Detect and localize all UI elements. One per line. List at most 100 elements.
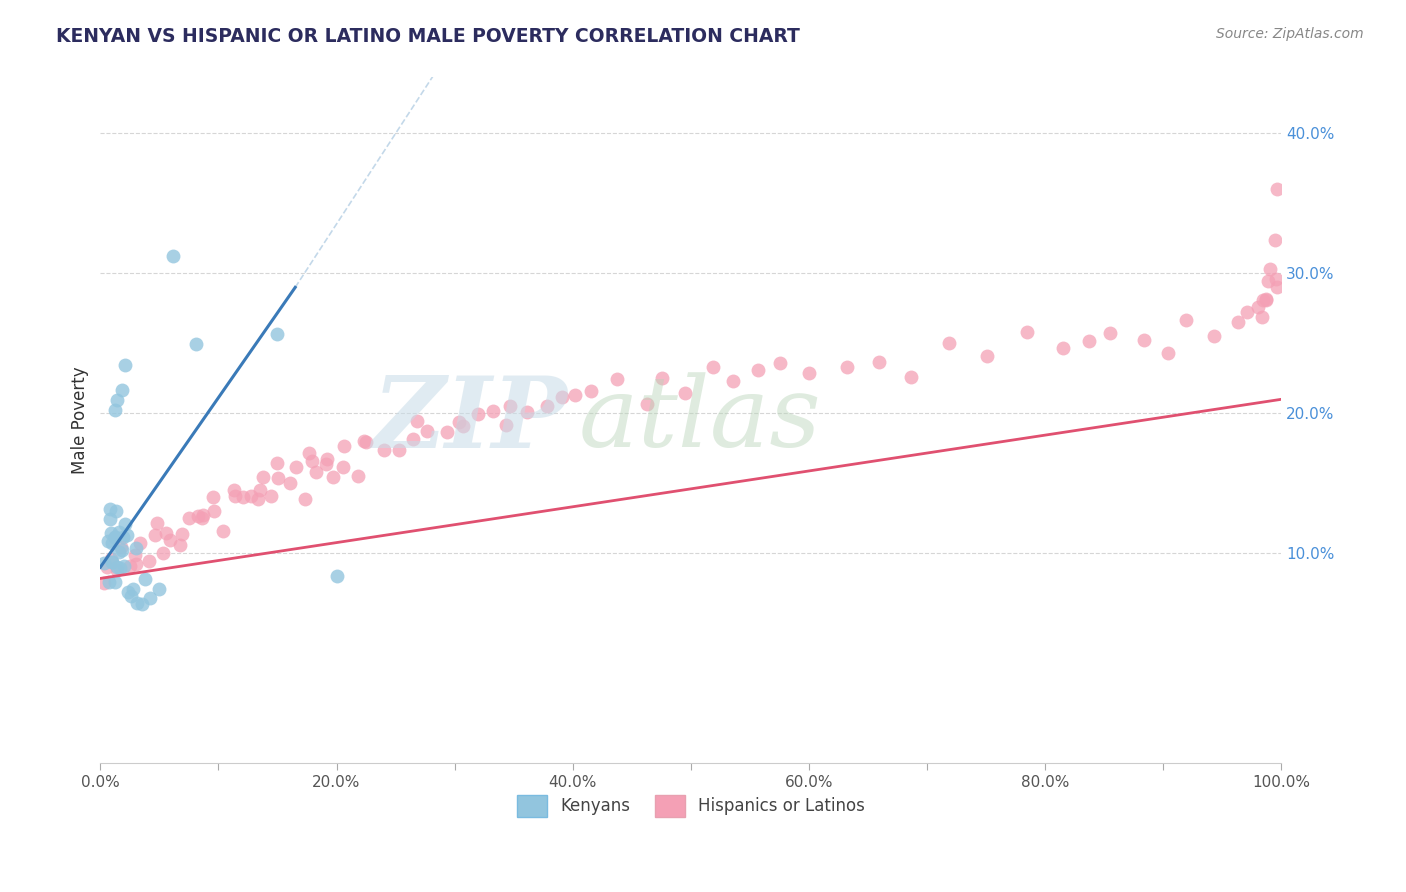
Point bbox=[799, 366, 821, 380]
Point bbox=[125, 596, 148, 610]
Point bbox=[100, 525, 122, 540]
Point bbox=[636, 396, 658, 410]
Y-axis label: Male Poverty: Male Poverty bbox=[72, 367, 89, 474]
Point bbox=[326, 569, 349, 583]
Point bbox=[467, 407, 489, 421]
Point bbox=[93, 557, 115, 571]
Point bbox=[222, 483, 245, 498]
Point bbox=[294, 491, 316, 506]
Point bbox=[651, 371, 673, 385]
Point bbox=[315, 452, 337, 467]
Point bbox=[145, 516, 167, 530]
Point bbox=[239, 489, 262, 503]
Point bbox=[1157, 346, 1180, 360]
Point bbox=[104, 530, 127, 544]
Point bbox=[747, 362, 769, 376]
Point bbox=[111, 530, 134, 544]
Text: ZIP: ZIP bbox=[371, 372, 567, 468]
Point bbox=[138, 554, 160, 568]
Point bbox=[118, 558, 141, 573]
Point bbox=[249, 483, 271, 497]
Point bbox=[125, 558, 148, 572]
Point bbox=[550, 390, 572, 404]
Point bbox=[1052, 341, 1074, 355]
Point bbox=[108, 524, 131, 539]
Point bbox=[120, 589, 142, 603]
Point bbox=[495, 417, 517, 432]
Point bbox=[266, 327, 288, 342]
Point bbox=[246, 492, 269, 507]
Point bbox=[267, 470, 290, 484]
Point bbox=[111, 543, 134, 558]
Point bbox=[105, 393, 128, 408]
Point bbox=[1260, 261, 1282, 276]
Point bbox=[159, 533, 181, 547]
Point bbox=[108, 545, 131, 559]
Point bbox=[104, 403, 127, 417]
Point bbox=[129, 535, 152, 549]
Point bbox=[1247, 300, 1270, 314]
Point bbox=[110, 540, 132, 554]
Point bbox=[416, 424, 439, 438]
Point bbox=[177, 511, 200, 525]
Point bbox=[388, 442, 411, 457]
Point bbox=[1256, 293, 1278, 307]
Point bbox=[260, 489, 283, 503]
Point bbox=[100, 552, 122, 566]
Point bbox=[938, 336, 960, 351]
Point bbox=[184, 336, 207, 351]
Point bbox=[405, 414, 427, 428]
Point bbox=[976, 349, 998, 363]
Point bbox=[702, 359, 724, 374]
Point bbox=[111, 383, 134, 397]
Point bbox=[481, 404, 503, 418]
Point bbox=[606, 372, 628, 386]
Point bbox=[332, 459, 354, 474]
Point bbox=[1015, 326, 1038, 340]
Point bbox=[1132, 333, 1154, 347]
Point bbox=[93, 576, 115, 591]
Point bbox=[499, 399, 522, 413]
Point bbox=[1251, 310, 1274, 325]
Point bbox=[436, 425, 458, 439]
Point bbox=[564, 387, 586, 401]
Point bbox=[1202, 328, 1225, 343]
Point bbox=[152, 546, 174, 560]
Point bbox=[835, 359, 858, 374]
Point bbox=[266, 456, 288, 470]
Point bbox=[333, 439, 356, 453]
Point bbox=[143, 527, 166, 541]
Point bbox=[1265, 272, 1288, 286]
Point bbox=[1264, 233, 1286, 247]
Point bbox=[673, 386, 696, 401]
Point bbox=[139, 591, 162, 605]
Point bbox=[232, 490, 254, 504]
Point bbox=[169, 539, 191, 553]
Point bbox=[117, 585, 139, 599]
Point bbox=[96, 559, 118, 574]
Point bbox=[211, 524, 233, 538]
Point bbox=[1265, 182, 1288, 196]
Point bbox=[97, 574, 120, 589]
Point bbox=[1175, 313, 1198, 327]
Point bbox=[224, 489, 246, 503]
Point bbox=[721, 374, 744, 388]
Point bbox=[285, 459, 308, 474]
Point bbox=[346, 469, 368, 483]
Point bbox=[297, 446, 319, 460]
Point bbox=[101, 555, 124, 569]
Point bbox=[115, 528, 138, 542]
Point bbox=[305, 466, 328, 480]
Point bbox=[104, 504, 127, 518]
Point bbox=[105, 562, 128, 576]
Point bbox=[1253, 293, 1275, 307]
Legend: Kenyans, Hispanics or Latinos: Kenyans, Hispanics or Latinos bbox=[510, 789, 872, 823]
Point bbox=[124, 548, 146, 562]
Point bbox=[170, 526, 193, 541]
Point bbox=[900, 370, 922, 384]
Point bbox=[1254, 292, 1277, 306]
Point bbox=[1099, 326, 1122, 340]
Point bbox=[104, 575, 127, 590]
Point bbox=[868, 355, 890, 369]
Point bbox=[579, 384, 602, 398]
